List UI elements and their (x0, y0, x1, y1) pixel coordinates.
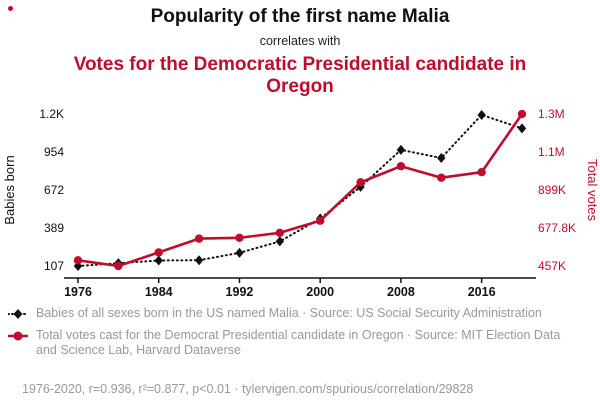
legend-item-babies: Babies of all sexes born in the US named… (8, 306, 592, 321)
chart-area: 1976 1984 1992 2000 2008 2016 1.2K 954 672 389 107… (0, 96, 600, 302)
diamond-marker-icon (8, 309, 28, 319)
circle-marker-icon (8, 331, 28, 341)
svg-text:2016: 2016 (468, 285, 496, 299)
svg-text:672: 672 (44, 183, 64, 197)
svg-text:1976: 1976 (64, 285, 92, 299)
svg-text:1992: 1992 (226, 285, 254, 299)
svg-text:1984: 1984 (145, 285, 173, 299)
svg-text:954: 954 (44, 145, 64, 159)
legend-item-votes: Total votes cast for the Democrat Presid… (8, 328, 592, 358)
svg-text:Babies born: Babies born (2, 155, 17, 224)
chart-header: Popularity of the first name Malia corre… (0, 6, 600, 99)
legend: Babies of all sexes born in the US named… (8, 306, 592, 364)
svg-text:1.2K: 1.2K (39, 107, 64, 121)
secondary-title: Votes for the Democratic Presidential ca… (73, 53, 527, 98)
svg-text:389: 389 (44, 221, 64, 235)
svg-text:899K: 899K (538, 183, 566, 197)
legend-text-votes: Total votes cast for the Democrat Presid… (36, 327, 561, 357)
svg-text:1.1M: 1.1M (538, 145, 565, 159)
red-dot (8, 6, 13, 11)
chart-svg: 1976 1984 1992 2000 2008 2016 1.2K 954 672 389 107… (2, 107, 600, 299)
page-title: Popularity of the first name Malia (150, 6, 450, 27)
svg-text:2000: 2000 (306, 285, 334, 299)
legend-text-babies: Babies of all sexes born in the US named… (36, 306, 542, 320)
svg-text:Total votes: Total votes (585, 159, 600, 222)
correlates-with-label: correlates with (259, 33, 341, 48)
svg-text:457K: 457K (538, 259, 566, 273)
svg-text:677.8K: 677.8K (538, 221, 576, 235)
svg-text:1.3M: 1.3M (538, 107, 565, 121)
svg-text:2008: 2008 (387, 285, 415, 299)
svg-text:107: 107 (44, 259, 64, 273)
footer-stats: 1976-2020, r=0.936, r²=0.877, p<0.01 · t… (22, 382, 474, 396)
